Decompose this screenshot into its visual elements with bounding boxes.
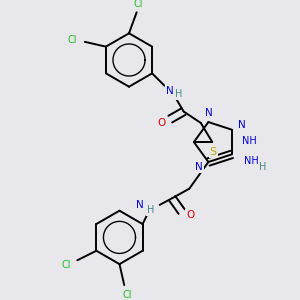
Text: Cl: Cl xyxy=(68,35,77,45)
Text: O: O xyxy=(186,210,194,220)
Text: Cl: Cl xyxy=(134,0,143,9)
Text: NH: NH xyxy=(244,156,258,166)
Text: S: S xyxy=(210,147,217,157)
Text: O: O xyxy=(158,118,166,128)
Text: H: H xyxy=(146,205,154,215)
Text: N: N xyxy=(238,120,245,130)
Text: N: N xyxy=(205,109,212,118)
Text: Cl: Cl xyxy=(122,290,132,300)
Text: H: H xyxy=(259,162,266,172)
Text: N: N xyxy=(167,85,174,95)
Text: Cl: Cl xyxy=(61,260,70,270)
Text: N: N xyxy=(136,200,144,210)
Text: N: N xyxy=(195,162,203,172)
Text: H: H xyxy=(175,89,182,99)
Text: NH: NH xyxy=(242,136,256,146)
